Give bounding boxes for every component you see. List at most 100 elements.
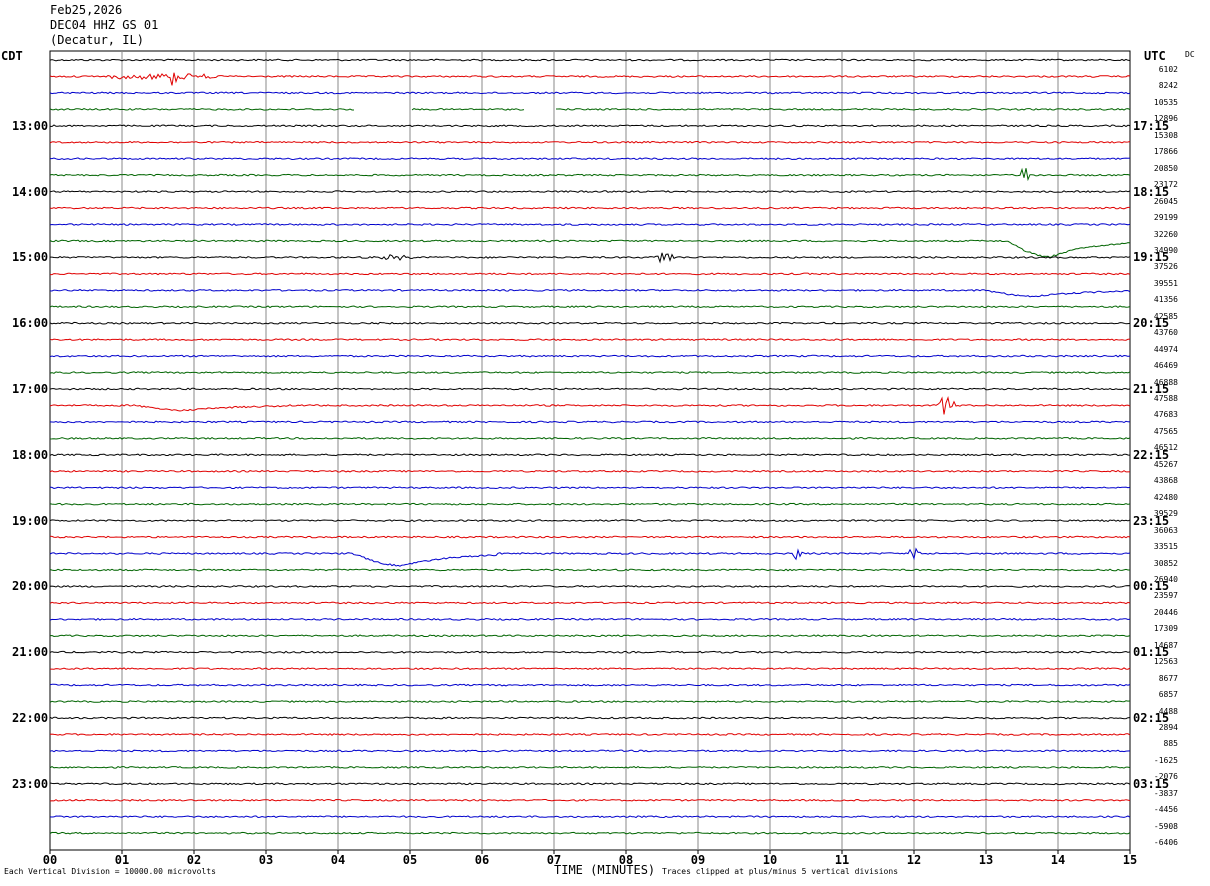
x-tick-label: 01 [115, 853, 129, 867]
dc-offset-value: 34990 [1153, 245, 1178, 255]
dc-offset-value: 30852 [1153, 558, 1178, 568]
seismic-trace-row [49, 765, 1131, 769]
dc-offset-value: 26940 [1153, 574, 1178, 584]
seismic-trace-row [50, 157, 1131, 161]
seismic-trace-row [49, 190, 1131, 194]
hour-label-local: 18:00 [12, 447, 49, 462]
dc-offset-value: 32260 [1153, 229, 1178, 239]
seismic-trace-row [49, 453, 1131, 457]
seismic-trace-row [49, 700, 1131, 703]
seismic-trace-row [49, 288, 1131, 298]
x-tick-label: 15 [1123, 853, 1137, 867]
seismic-trace-row [49, 420, 1131, 424]
dc-offset-value: 37526 [1153, 262, 1178, 272]
plot-frame [49, 50, 1131, 851]
seismic-trace-row [49, 140, 1131, 144]
dc-offset-value: 43760 [1153, 328, 1178, 338]
x-tick-label: 09 [691, 853, 705, 867]
dc-offset-value: 42480 [1153, 492, 1178, 502]
x-tick-label: 08 [619, 853, 633, 867]
seismic-trace-row [49, 782, 1131, 786]
x-tick-label: 11 [835, 853, 849, 867]
x-axis-title: TIME (MINUTES) [554, 863, 656, 877]
dc-offset-value: 8677 [1158, 673, 1178, 683]
seismic-trace-row [49, 91, 1131, 95]
hour-label-local: 14:00 [12, 184, 49, 199]
dc-offset-value: 26045 [1153, 196, 1178, 206]
clip-note: Traces clipped at plus/minus 5 vertical … [662, 867, 899, 876]
x-tick-label: 10 [763, 853, 777, 867]
x-tick-label: 04 [331, 853, 345, 867]
seismic-trace-row [49, 223, 1131, 226]
seismic-trace-row [49, 535, 1131, 539]
dc-column-header: DC [1185, 50, 1195, 59]
dc-offset-value: -4456 [1153, 805, 1178, 815]
hour-label-local: 20:00 [12, 579, 49, 594]
dc-offset-value: 8242 [1158, 81, 1178, 91]
plot-date: Feb25,2026 [50, 3, 123, 17]
seismic-trace-row [49, 798, 1131, 802]
dc-offset-value: 6857 [1158, 690, 1178, 700]
dc-offset-value: 10535 [1153, 97, 1178, 107]
hour-label-utc: 01:15 [1133, 645, 1170, 660]
dc-offset-value: 29199 [1153, 213, 1178, 223]
seismic-trace-row [49, 387, 1131, 391]
x-tick-label: 12 [907, 853, 921, 867]
seismic-trace-row [49, 305, 1131, 309]
hour-label-local: 15:00 [12, 250, 49, 265]
dc-offset-value: 12896 [1153, 114, 1178, 124]
dc-offset-value: 46888 [1153, 377, 1178, 387]
seismic-trace-row [49, 239, 1131, 259]
hour-label-utc: 00:15 [1133, 579, 1170, 594]
x-tick-label: 13 [979, 853, 993, 867]
hour-label-utc: 21:15 [1133, 382, 1170, 396]
dc-offset-value: 14687 [1153, 640, 1178, 650]
seismic-trace-row [49, 617, 1131, 621]
dc-offset-value: 46512 [1153, 443, 1178, 453]
dc-offset-value: 15308 [1153, 130, 1178, 140]
dc-offset-value: 46469 [1153, 361, 1178, 371]
dc-offset-value: 43868 [1153, 476, 1178, 486]
seismic-trace-row [49, 396, 1131, 415]
seismic-trace-row [50, 667, 1131, 671]
dc-offset-value: 12563 [1153, 657, 1178, 667]
dc-offset-value: -3837 [1153, 788, 1178, 798]
hour-label-utc: 03:15 [1133, 776, 1170, 791]
hour-label-local: 23:00 [12, 776, 49, 791]
dc-offset-value: -2076 [1153, 772, 1178, 782]
seismic-trace-row [49, 683, 1131, 687]
dc-offset-value: 17866 [1153, 147, 1178, 157]
seismic-trace-row [49, 58, 1131, 62]
hour-label-local: 17:00 [12, 382, 49, 396]
hour-label-local: 19:00 [12, 513, 49, 528]
seismic-trace-row [49, 124, 1131, 128]
dc-offset-value: 45267 [1153, 459, 1178, 469]
x-tick-label: 02 [187, 853, 201, 867]
seismic-trace-row [49, 716, 1131, 720]
seismic-trace-row [49, 338, 1131, 342]
station-name: DEC04 HHZ GS 01 [50, 18, 159, 32]
hour-label-local: 22:00 [12, 711, 49, 725]
hour-label-utc: 22:15 [1133, 447, 1170, 462]
x-tick-label: 14 [1051, 853, 1065, 867]
hour-label-utc: 02:15 [1133, 711, 1170, 725]
seismic-trace-row [49, 650, 1131, 654]
seismic-trace-row [50, 272, 1131, 276]
dc-offset-value: 47683 [1153, 410, 1178, 420]
seismic-trace-row [49, 519, 1131, 522]
dc-offset-value: -5908 [1153, 821, 1178, 831]
dc-offset-value: 44974 [1153, 344, 1178, 354]
hour-label-utc: 19:15 [1133, 250, 1170, 265]
x-tick-label: 07 [547, 853, 561, 867]
x-tick-label: 00 [43, 853, 57, 867]
seismic-trace-row [49, 486, 1131, 490]
dc-offset-value: 20850 [1153, 163, 1178, 173]
timezone-left-label: CDT [1, 49, 23, 63]
dc-offset-value: 33515 [1153, 542, 1178, 552]
dc-offset-value: -1625 [1153, 755, 1178, 765]
dc-offset-value: 17309 [1153, 624, 1178, 634]
seismic-trace-row [49, 584, 1131, 588]
hour-label-local: 21:00 [12, 645, 49, 660]
seismic-trace-row [49, 831, 1131, 835]
